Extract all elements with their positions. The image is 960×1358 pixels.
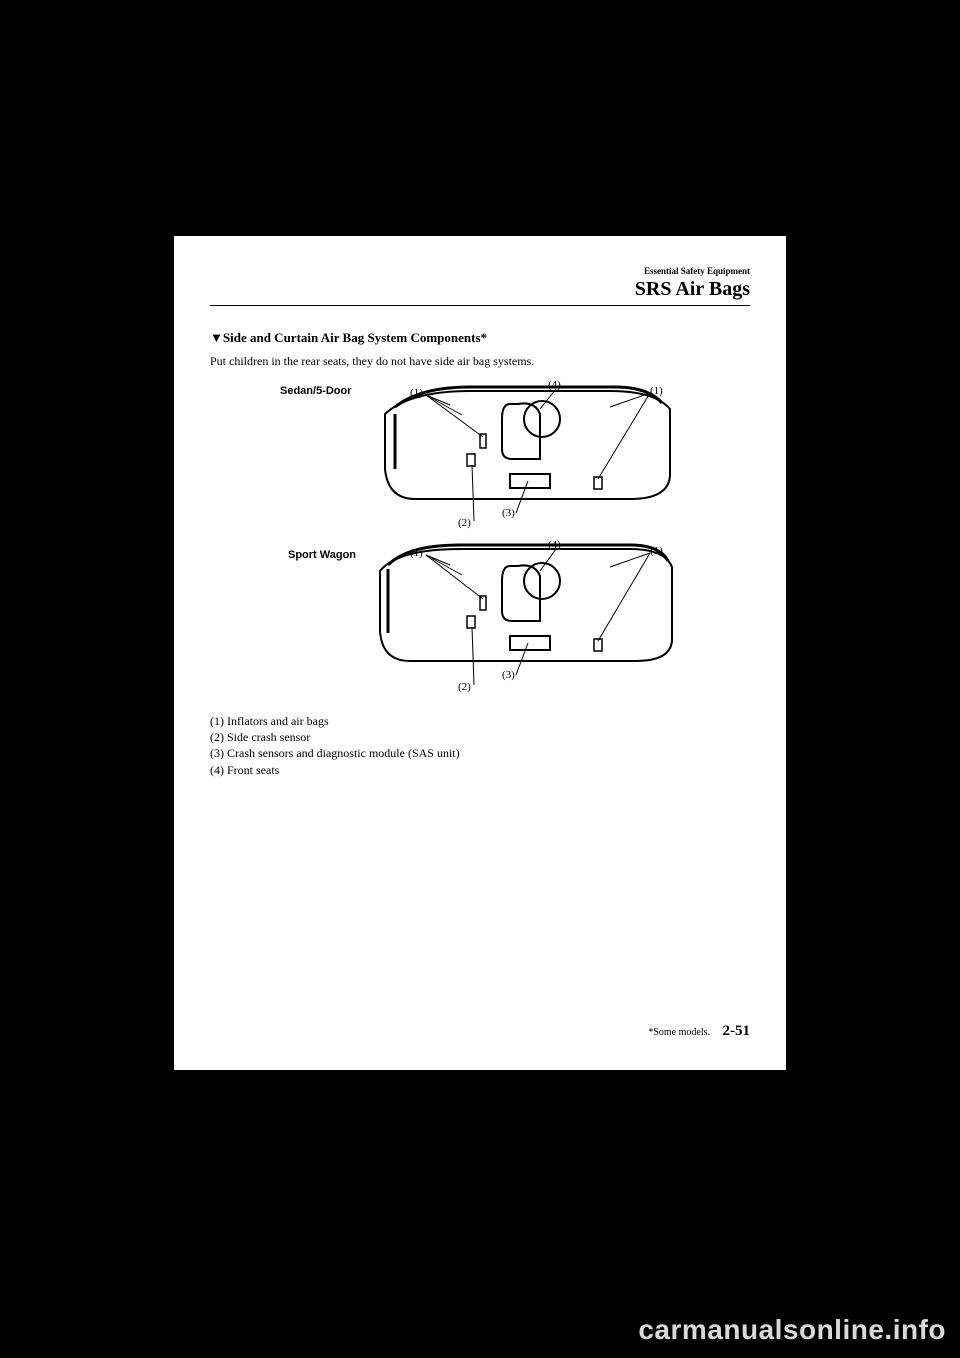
section-heading: ▼Side and Curtain Air Bag System Compone… bbox=[210, 330, 750, 346]
section-title-text: Side and Curtain Air Bag System Componen… bbox=[223, 330, 481, 345]
callout-w1-right: (1) bbox=[650, 545, 663, 557]
callout-3: (3) bbox=[502, 507, 515, 519]
diagram-sedan-label: Sedan/5-Door bbox=[280, 385, 352, 397]
diagram-wagon-label: Sport Wagon bbox=[288, 549, 356, 561]
page-number: 2-51 bbox=[723, 1023, 751, 1039]
legend: (1) Inflators and air bags (2) Side cras… bbox=[210, 713, 750, 778]
section-marker-icon: ▼ bbox=[210, 330, 223, 345]
legend-item-4: (4) Front seats bbox=[210, 762, 750, 778]
intro-text: Put children in the rear seats, they do … bbox=[210, 354, 750, 369]
diagram-sedan: Sedan/5-Door (1) (4) (1) (2) (3) bbox=[210, 379, 750, 539]
diagram-wagon: Sport Wagon (1) (4) (1) (2) (3) bbox=[210, 539, 750, 699]
callout-2: (2) bbox=[458, 517, 471, 529]
footer-note: *Some models. bbox=[648, 1027, 710, 1038]
sedan-diagram-svg bbox=[210, 379, 750, 539]
legend-item-1: (1) Inflators and air bags bbox=[210, 713, 750, 729]
callout-w1-left: (1) bbox=[410, 547, 423, 559]
callout-1-left: (1) bbox=[410, 387, 423, 399]
legend-item-3: (3) Crash sensors and diagnostic module … bbox=[210, 745, 750, 761]
callout-w2: (2) bbox=[458, 681, 471, 693]
wagon-diagram-svg bbox=[210, 539, 750, 699]
section-title-note: * bbox=[481, 330, 488, 345]
page-header: Essential Safety Equipment SRS Air Bags bbox=[210, 266, 750, 306]
header-title: SRS Air Bags bbox=[210, 278, 750, 301]
page-footer: *Some models. 2-51 bbox=[648, 1023, 750, 1040]
callout-1-right: (1) bbox=[650, 385, 663, 397]
manual-page: Essential Safety Equipment SRS Air Bags … bbox=[174, 236, 786, 1070]
callout-w3: (3) bbox=[502, 669, 515, 681]
watermark: carmanualsonline.info bbox=[638, 1314, 946, 1346]
callout-w4: (4) bbox=[548, 539, 561, 551]
callout-4: (4) bbox=[548, 379, 561, 391]
header-breadcrumb: Essential Safety Equipment bbox=[210, 266, 750, 276]
legend-item-2: (2) Side crash sensor bbox=[210, 729, 750, 745]
